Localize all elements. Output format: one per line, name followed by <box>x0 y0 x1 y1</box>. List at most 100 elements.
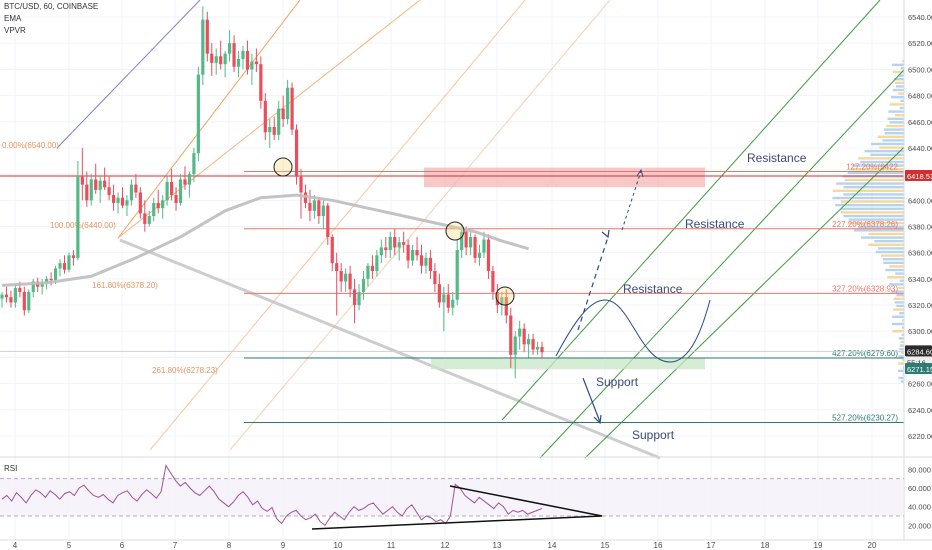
rsi-tick-label: 80.000 <box>908 465 931 474</box>
candle-body <box>370 265 375 272</box>
candle-body <box>263 100 267 133</box>
candle-body <box>165 181 169 201</box>
candle-body <box>317 200 321 217</box>
vpvr-bar <box>884 132 904 135</box>
fib-extension-label: 161.80%(6378.20) <box>92 281 158 290</box>
candle-body <box>71 255 76 258</box>
rsi-tick-label: 40.000 <box>908 503 931 512</box>
candle-body <box>522 328 526 345</box>
vpvr-bar <box>882 139 904 142</box>
fib-level-label: 527.20%(6230.27) <box>832 414 898 423</box>
resistance-zone <box>424 167 705 188</box>
candle-body <box>509 315 513 355</box>
vpvr-bar <box>889 121 904 124</box>
vpvr-bar <box>843 214 904 218</box>
rsi-band <box>0 478 904 516</box>
candle-body <box>451 299 455 308</box>
vpvr-bar <box>894 78 904 81</box>
price-tick-label: 6320.00 <box>908 301 932 310</box>
vpvr-bar <box>889 283 904 286</box>
candle-body <box>241 51 245 59</box>
vpvr-bar <box>832 196 904 200</box>
candle-body <box>4 294 9 298</box>
candle-body <box>375 255 379 272</box>
candle-body <box>103 180 107 188</box>
vpvr-bar <box>899 348 904 351</box>
time-tick-label: 13 <box>493 541 502 550</box>
indicator-label-ema[interactable]: EMA <box>4 14 22 23</box>
candle-body <box>442 294 446 303</box>
touch-marker-circle <box>445 221 465 241</box>
candle-body <box>76 176 80 258</box>
candle-body <box>518 328 522 337</box>
vpvr-bar <box>847 222 904 225</box>
vpvr-bar <box>886 124 904 128</box>
candle-body <box>18 288 22 292</box>
vpvr-bar <box>902 326 904 329</box>
candle-body <box>326 205 330 237</box>
vpvr-bar <box>891 322 904 326</box>
price-tick-label: 6400.00 <box>908 196 932 205</box>
projected-path-curve <box>555 299 711 363</box>
candle-body <box>308 202 312 211</box>
vpvr-bar <box>899 106 904 110</box>
candle-body <box>174 195 178 203</box>
rsi-tick-label: 20.000 <box>908 521 931 530</box>
candle-body <box>13 288 17 303</box>
vpvr-bar <box>898 369 904 372</box>
fib-level-label: 327.20%(6328.93) <box>832 284 898 293</box>
candle-body <box>482 239 486 253</box>
vpvr-bar <box>868 243 904 246</box>
vpvr-bar <box>848 218 904 221</box>
candle-body <box>468 236 473 248</box>
candle-body <box>348 273 352 290</box>
time-tick-label: 9 <box>281 541 286 550</box>
vpvr-bar <box>898 92 904 95</box>
vpvr-bar <box>847 171 904 174</box>
vpvr-bar <box>860 236 904 239</box>
candle-body <box>500 297 504 306</box>
candle-body <box>9 297 13 303</box>
vpvr-bar <box>864 150 904 153</box>
vpvr-bar <box>870 153 904 156</box>
candle-body <box>437 284 441 303</box>
price-tick-label: 6460.00 <box>908 118 932 127</box>
candle-body <box>214 56 218 63</box>
candle-body <box>219 56 223 65</box>
candle-body <box>335 263 339 272</box>
vpvr-bar <box>840 200 904 203</box>
candle-body <box>464 231 468 248</box>
vpvr-bar <box>840 207 904 210</box>
vpvr-bar <box>902 373 904 376</box>
time-tick-label: 5 <box>67 541 72 550</box>
vpvr-bar <box>877 135 904 138</box>
candle-body <box>228 43 232 54</box>
candle-body <box>540 346 544 353</box>
candle-body <box>89 179 93 201</box>
candle-body <box>513 336 517 355</box>
candle-body <box>406 244 410 261</box>
indicator-label-vpvr[interactable]: VPVR <box>4 26 26 35</box>
candle-body <box>321 205 325 217</box>
vpvr-bar <box>899 344 904 347</box>
fork-line <box>149 0 526 451</box>
candle-body <box>531 339 535 350</box>
support-annotation: Support <box>632 428 675 442</box>
candle-body <box>129 184 134 201</box>
price-tick-label: 6240.00 <box>908 406 932 415</box>
price-tick-label: 6260.00 <box>908 380 932 389</box>
candle-body <box>486 239 491 272</box>
candle-body <box>455 250 459 300</box>
median-trend-line <box>119 238 661 460</box>
vpvr-bar <box>850 168 904 171</box>
trend-lines <box>56 0 932 460</box>
price-badge-label: 6418.53 <box>907 172 932 181</box>
time-tick-label: 11 <box>387 541 396 550</box>
vpvr-bar <box>892 330 904 333</box>
candle-body <box>446 294 450 308</box>
vpvr-bar <box>892 88 904 92</box>
ema-line <box>1 193 530 287</box>
vpvr-bar <box>852 164 904 167</box>
candle-body <box>223 53 227 65</box>
